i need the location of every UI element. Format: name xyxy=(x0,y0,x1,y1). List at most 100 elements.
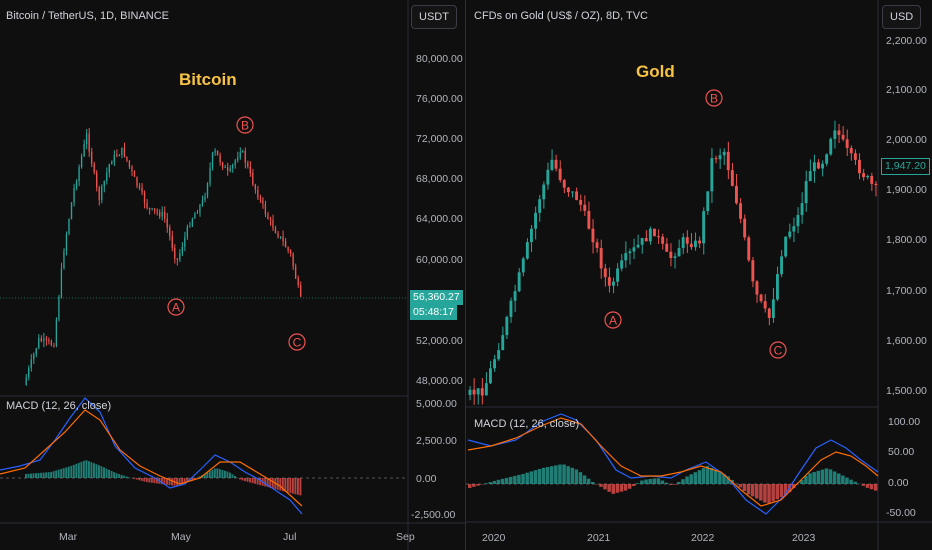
macd-histogram-bar xyxy=(171,478,173,486)
candle xyxy=(603,268,607,278)
macd-histogram-bar xyxy=(800,479,804,484)
gold-time-tick: 2022 xyxy=(691,532,715,544)
candle xyxy=(624,253,628,261)
candle xyxy=(148,208,151,210)
candle xyxy=(103,180,105,187)
candle xyxy=(661,236,665,244)
candle xyxy=(80,156,83,168)
candle xyxy=(685,237,689,244)
bitcoin-overlay-label: Bitcoin xyxy=(179,70,237,89)
btc-price-tick: 52,000.00 xyxy=(416,335,463,347)
macd-histogram-bar xyxy=(77,462,80,478)
macd-histogram-bar xyxy=(533,470,538,484)
macd-histogram-bar xyxy=(223,470,226,478)
macd-histogram-bar xyxy=(496,479,501,484)
candle xyxy=(681,237,685,249)
macd-histogram-bar xyxy=(57,469,60,478)
bitcoin-chart-canvas[interactable]: A B C xyxy=(0,0,466,550)
macd-histogram-bar xyxy=(40,472,43,478)
candle xyxy=(216,150,219,156)
candle xyxy=(272,220,274,229)
gold-macd-tick: 0.00 xyxy=(888,477,909,489)
macd-histogram-bar xyxy=(660,480,665,484)
macd-histogram-bar xyxy=(95,464,98,478)
candle xyxy=(279,236,282,238)
macd-histogram-bar xyxy=(239,478,241,480)
macd-histogram-bar xyxy=(110,470,113,478)
pane-divider[interactable] xyxy=(465,0,466,550)
macd-histogram-bar xyxy=(47,472,50,478)
macd-histogram-bar xyxy=(259,478,262,486)
candle xyxy=(126,156,128,161)
macd-histogram-bar xyxy=(216,468,219,478)
macd-histogram-bar xyxy=(276,478,279,490)
candle xyxy=(706,191,710,212)
wave-label-c: C xyxy=(293,336,302,350)
candle xyxy=(73,187,75,203)
candle xyxy=(616,268,619,282)
gold-overlay-label: Gold xyxy=(636,62,675,81)
candle xyxy=(583,204,587,211)
macd-histogram-bar xyxy=(750,484,755,497)
macd-histogram-bar xyxy=(32,473,35,478)
macd-histogram-bar xyxy=(582,475,587,484)
candle xyxy=(65,233,68,251)
candle xyxy=(653,228,656,237)
gold-price-tick: 1,800.00 xyxy=(886,234,927,246)
candle xyxy=(259,198,262,200)
candle xyxy=(257,189,259,199)
macd-histogram-bar xyxy=(193,478,196,480)
wave-label-circle xyxy=(167,298,185,316)
candle xyxy=(648,228,652,242)
btc-price-tick: 68,000.00 xyxy=(416,173,463,185)
candle xyxy=(534,212,537,229)
currency-button-usd[interactable]: USD xyxy=(882,5,922,29)
candle xyxy=(599,247,603,269)
macd-histogram-bar xyxy=(221,469,224,478)
macd-histogram-bar xyxy=(509,476,513,484)
candle xyxy=(239,152,241,158)
bitcoin-chart-pane[interactable]: A B C Bitcoin / TetherUS, 1D, BINANCE USDT… xyxy=(0,0,466,550)
candle xyxy=(612,281,615,286)
gold-price-tick: 1,600.00 xyxy=(886,335,927,347)
candle xyxy=(116,154,118,156)
candle xyxy=(28,368,30,378)
candle xyxy=(792,226,796,232)
macd-histogram-bar xyxy=(60,468,63,478)
gold-chart-pane[interactable]: A B C CFDs on Gold (US$ / OZ), 8D, TVC USD… xyxy=(466,0,932,550)
macd-histogram-bar xyxy=(271,478,274,489)
candle xyxy=(289,250,292,254)
candle xyxy=(169,227,171,237)
candle xyxy=(146,202,148,209)
macd-histogram-bar xyxy=(45,472,48,478)
macd-histogram-bar xyxy=(714,470,718,484)
candle xyxy=(800,203,804,216)
candle xyxy=(58,296,60,320)
candle xyxy=(755,281,759,295)
macd-histogram-bar xyxy=(681,479,685,484)
candle xyxy=(763,301,767,309)
gold-chart-canvas[interactable]: A B C xyxy=(466,0,932,550)
macd-histogram-bar xyxy=(570,467,574,484)
currency-button-usdt[interactable]: USDT xyxy=(411,5,457,29)
macd-histogram-bar xyxy=(138,478,141,481)
wave-label-c: C xyxy=(774,344,783,358)
btc-last-price-tag: 56,360.27 xyxy=(410,290,463,305)
btc-price-tick: 76,000.00 xyxy=(416,93,463,105)
macd-histogram-bar xyxy=(484,483,488,484)
btc-price-tick: 72,000.00 xyxy=(416,133,463,145)
candle xyxy=(476,388,480,395)
candle xyxy=(211,152,214,168)
macd-histogram-bar xyxy=(537,468,542,484)
macd-histogram-bar xyxy=(113,472,116,478)
candle xyxy=(874,183,878,186)
macd-histogram-bar xyxy=(105,468,108,478)
macd-histogram-bar xyxy=(62,468,65,478)
candle xyxy=(710,158,714,192)
macd-histogram-bar xyxy=(652,478,656,484)
gold-time-tick: 2023 xyxy=(792,532,816,544)
candle xyxy=(689,243,693,248)
candle xyxy=(558,168,562,181)
macd-histogram-bar xyxy=(488,482,492,484)
candle xyxy=(128,160,131,167)
